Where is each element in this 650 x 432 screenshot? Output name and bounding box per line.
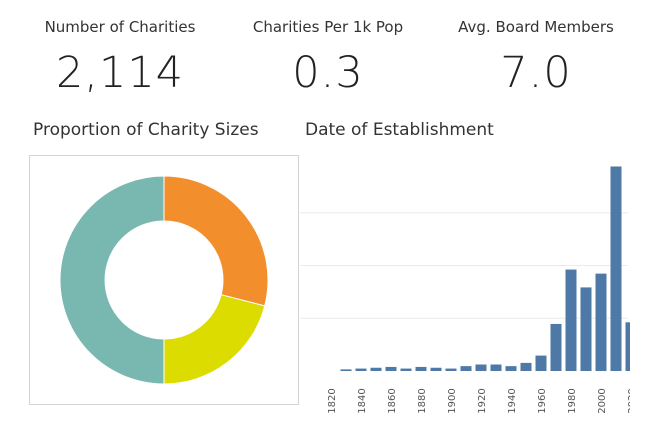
kpi-number-of-charities: Number of Charities 2,114 [20, 0, 220, 110]
x-tick-label: 1960 [537, 388, 548, 413]
bar-1960[interactable] [535, 355, 547, 371]
donut-slice-1[interactable] [163, 294, 266, 385]
x-tick-label: 1860 [387, 388, 398, 413]
donut-chart-panel[interactable] [29, 155, 299, 405]
bar-1890[interactable] [430, 367, 442, 371]
x-tick-label: 1920 [477, 388, 488, 413]
donut-chart[interactable] [30, 156, 298, 404]
kpi-avg-board-members: Avg. Board Members 7.0 [430, 0, 642, 110]
x-tick-label: 1840 [357, 388, 368, 413]
bar-1940[interactable] [505, 366, 517, 371]
bar-1880[interactable] [415, 366, 427, 371]
bar-1870[interactable] [400, 368, 412, 371]
bar-2010[interactable] [610, 166, 622, 371]
bar-1840[interactable] [355, 368, 367, 371]
bar-2020[interactable] [625, 322, 631, 371]
x-tick-label: 1980 [567, 388, 578, 413]
kpi-label: Charities Per 1k Pop [252, 18, 404, 36]
histogram-chart-title: Date of Establishment [305, 120, 494, 140]
donut-slice-0[interactable] [163, 175, 269, 307]
donut-chart-title: Proportion of Charity Sizes [33, 120, 259, 140]
bar-1860[interactable] [385, 366, 397, 371]
bar-1980[interactable] [565, 269, 577, 371]
x-tick-label: 2000 [597, 388, 608, 413]
bar-1830[interactable] [340, 369, 352, 371]
bar-1900[interactable] [445, 368, 457, 371]
kpi-value: 2,114 [55, 48, 185, 98]
bar-1910[interactable] [460, 366, 472, 371]
establishment-histogram[interactable]: 1820 1840 1860 1880 1900 1920 1940 1960 1980 2000… [300, 150, 630, 415]
bar-1990[interactable] [580, 287, 592, 371]
x-tick-label: 1900 [447, 388, 458, 413]
kpi-value: 7.0 [500, 48, 572, 98]
bar-1850[interactable] [370, 367, 382, 371]
bar-1950[interactable] [520, 362, 532, 371]
donut-slice-2[interactable] [59, 175, 165, 385]
kpi-value: 0.3 [292, 48, 364, 98]
bar-2000[interactable] [595, 273, 607, 371]
kpi-label: Number of Charities [44, 18, 196, 36]
kpi-label: Avg. Board Members [458, 18, 614, 36]
bar-1970[interactable] [550, 323, 562, 371]
x-tick-label: 1820 [327, 388, 338, 413]
bar-1920[interactable] [475, 364, 487, 371]
x-tick-label: 2020 [627, 388, 630, 413]
bar-1930[interactable] [490, 364, 502, 371]
x-tick-label: 1940 [507, 388, 518, 413]
x-tick-label: 1880 [417, 388, 428, 413]
kpi-charities-per-1k-pop: Charities Per 1k Pop 0.3 [228, 0, 428, 110]
